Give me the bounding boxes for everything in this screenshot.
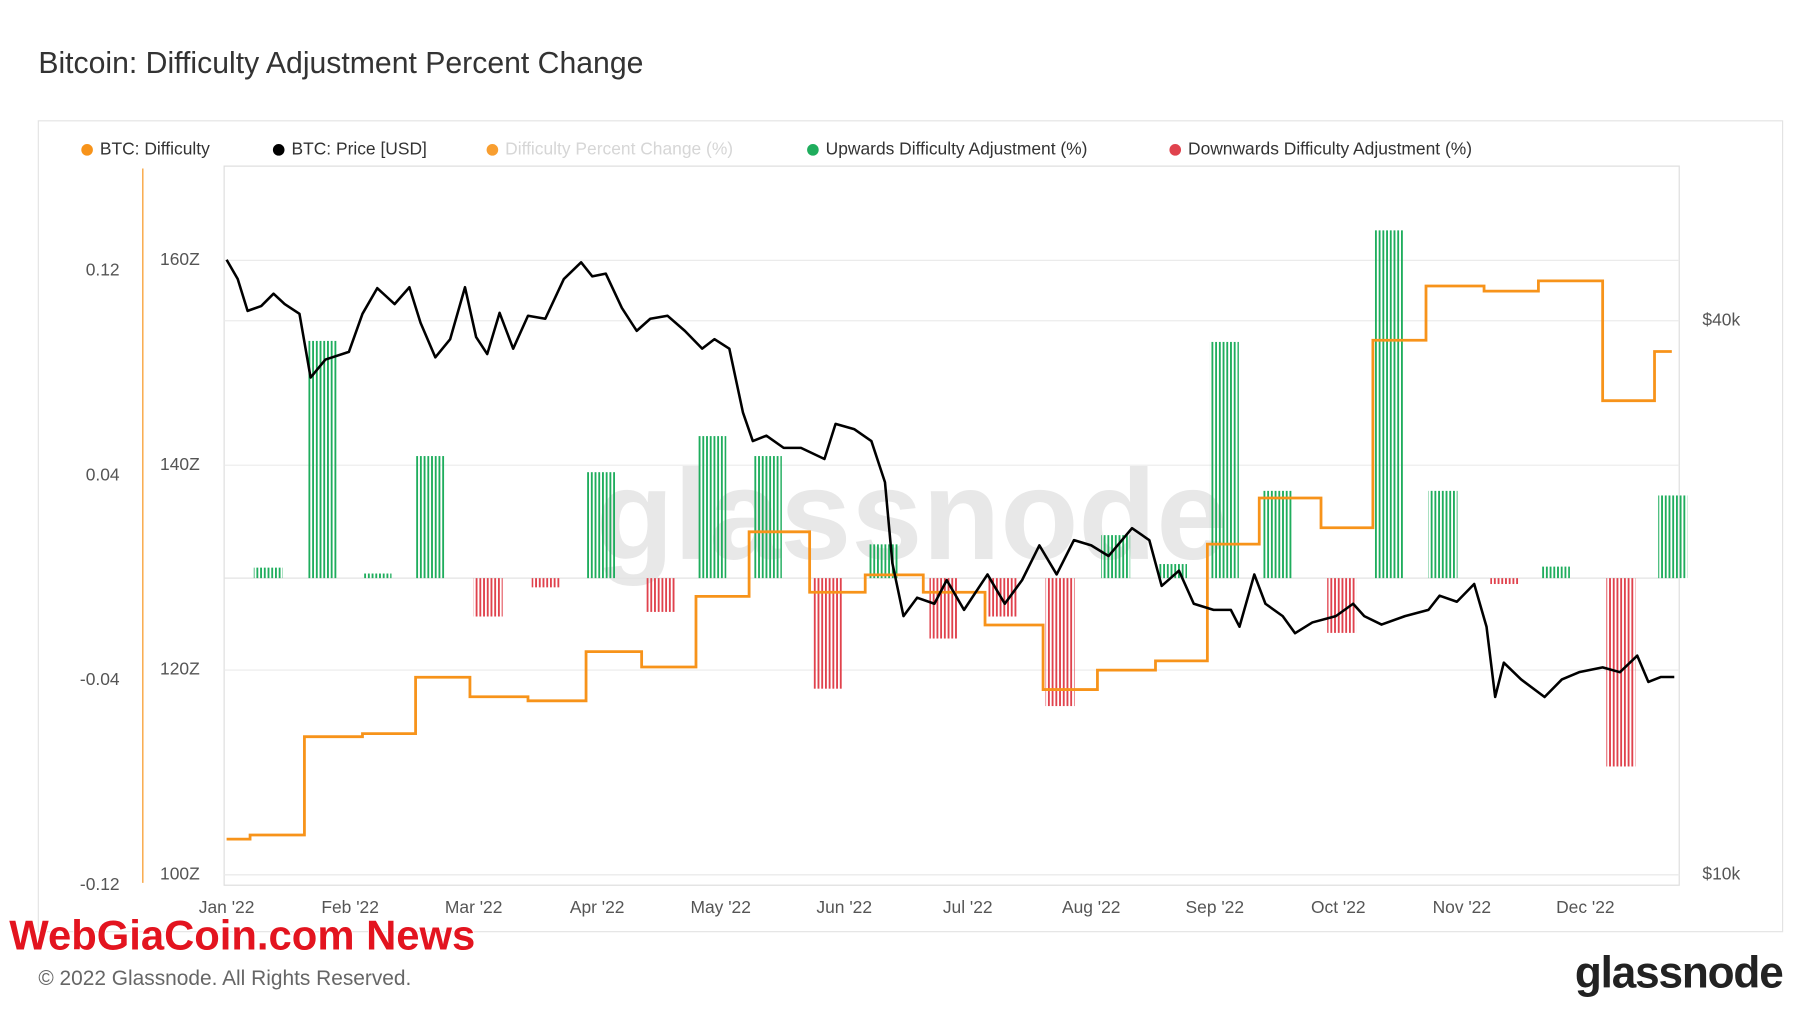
bar bbox=[586, 472, 616, 579]
price-line bbox=[225, 259, 1675, 699]
bar bbox=[308, 340, 338, 579]
y-tick-label: 100Z bbox=[160, 864, 200, 884]
legend-label: Upwards Difficulty Adjustment (%) bbox=[826, 138, 1088, 158]
legend-marker bbox=[807, 144, 819, 156]
bar bbox=[473, 578, 503, 617]
y-tick-label: 120Z bbox=[160, 659, 200, 679]
y3-tick-label: 0.12 bbox=[86, 260, 120, 280]
legend-label: Downwards Difficulty Adjustment (%) bbox=[1188, 138, 1472, 158]
x-tick-label: Jul '22 bbox=[943, 897, 993, 917]
bar bbox=[1209, 341, 1239, 579]
y-tick-label: 160Z bbox=[160, 249, 200, 269]
y3-tick-label: -0.12 bbox=[80, 874, 120, 894]
y-tick-label: 140Z bbox=[160, 454, 200, 474]
copyright: © 2022 Glassnode. All Rights Reserved. bbox=[38, 967, 411, 990]
x-tick-label: Feb '22 bbox=[321, 897, 379, 917]
x-tick-label: Jan '22 bbox=[199, 897, 255, 917]
bar bbox=[1374, 230, 1404, 579]
legend-marker bbox=[81, 144, 93, 156]
y3-tick-label: 0.04 bbox=[86, 464, 120, 484]
bar bbox=[813, 578, 843, 689]
x-tick-label: Nov '22 bbox=[1433, 897, 1491, 917]
bar bbox=[1540, 566, 1570, 579]
x-tick-label: Dec '22 bbox=[1556, 897, 1614, 917]
bar bbox=[531, 578, 561, 588]
bar bbox=[1428, 490, 1458, 579]
bar bbox=[1658, 495, 1688, 579]
bar bbox=[646, 578, 676, 612]
legend-label: BTC: Price [USD] bbox=[291, 138, 426, 158]
x-tick-label: Mar '22 bbox=[445, 897, 502, 917]
bar bbox=[415, 456, 445, 579]
x-tick-label: Apr '22 bbox=[570, 897, 625, 917]
bar bbox=[697, 436, 727, 579]
legend-marker bbox=[486, 144, 499, 156]
bar bbox=[1045, 578, 1075, 707]
x-tick-label: May '22 bbox=[690, 897, 750, 917]
bar bbox=[253, 567, 283, 579]
legend-marker bbox=[272, 144, 285, 156]
legend-marker bbox=[1169, 144, 1182, 156]
y2-tick-label: $10k bbox=[1702, 863, 1740, 883]
chart-title: Bitcoin: Difficulty Adjustment Percent C… bbox=[38, 47, 643, 80]
x-tick-label: Jun '22 bbox=[816, 897, 872, 917]
brand-logo: glassnode bbox=[1575, 948, 1783, 997]
bar bbox=[362, 573, 392, 579]
x-tick-label: Aug '22 bbox=[1062, 897, 1120, 917]
y3-tick-label: -0.04 bbox=[80, 669, 120, 689]
y2-tick-label: $40k bbox=[1702, 309, 1740, 329]
legend-label: BTC: Difficulty bbox=[100, 138, 210, 158]
x-tick-label: Oct '22 bbox=[1311, 897, 1366, 917]
bar bbox=[1490, 578, 1520, 585]
bar bbox=[1262, 490, 1292, 579]
chart-frame bbox=[37, 120, 1784, 933]
overlay-watermark: WebGiaCoin.com News bbox=[9, 912, 475, 959]
x-tick-label: Sep '22 bbox=[1186, 897, 1244, 917]
bar bbox=[1101, 535, 1131, 579]
legend-label: Difficulty Percent Change (%) bbox=[505, 138, 733, 158]
bar bbox=[752, 456, 782, 579]
